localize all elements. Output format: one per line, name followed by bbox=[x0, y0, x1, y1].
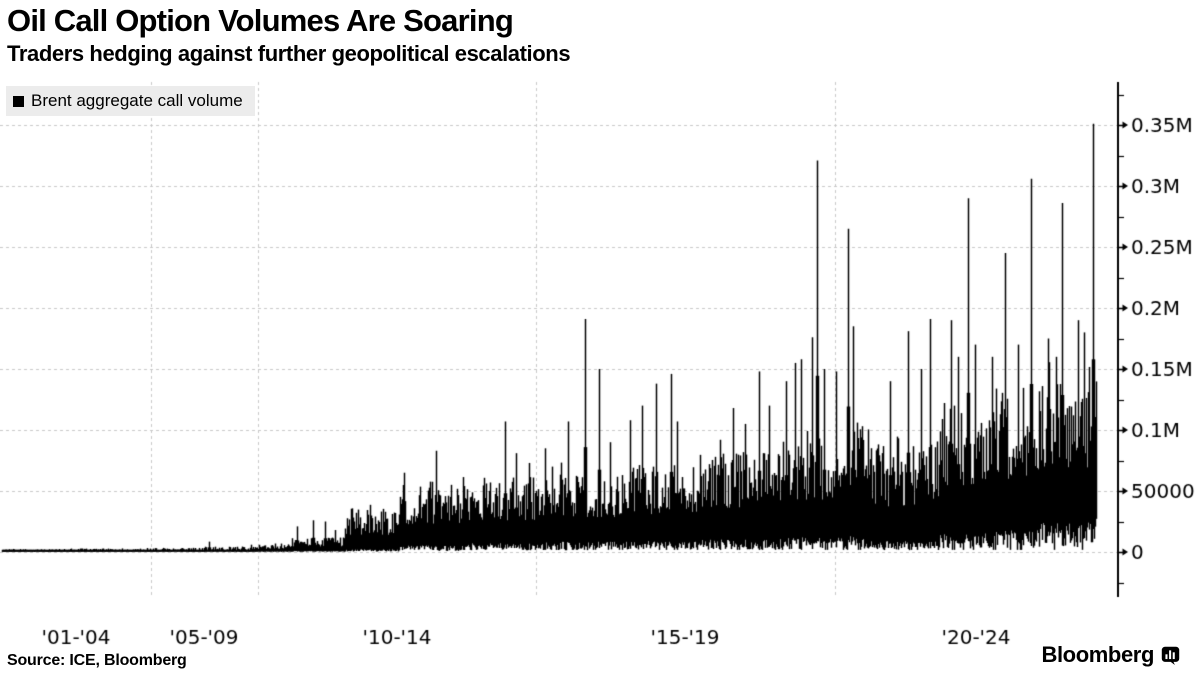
legend-label: Brent aggregate call volume bbox=[31, 91, 243, 110]
bloomberg-logo: Bloomberg bbox=[1041, 642, 1180, 668]
chart-legend: Brent aggregate call volume bbox=[6, 86, 255, 116]
bloomberg-logo-text: Bloomberg bbox=[1041, 642, 1154, 667]
legend-swatch-icon bbox=[13, 95, 24, 107]
chart-title: Oil Call Option Volumes Are Soaring bbox=[7, 3, 514, 38]
chart-header: Oil Call Option Volumes Are Soaring Trad… bbox=[7, 3, 571, 67]
chart-subtitle: Traders hedging against further geopolit… bbox=[7, 40, 571, 66]
bloomberg-bug-icon bbox=[1161, 646, 1180, 665]
source-note: Source: ICE, Bloomberg bbox=[7, 652, 187, 669]
